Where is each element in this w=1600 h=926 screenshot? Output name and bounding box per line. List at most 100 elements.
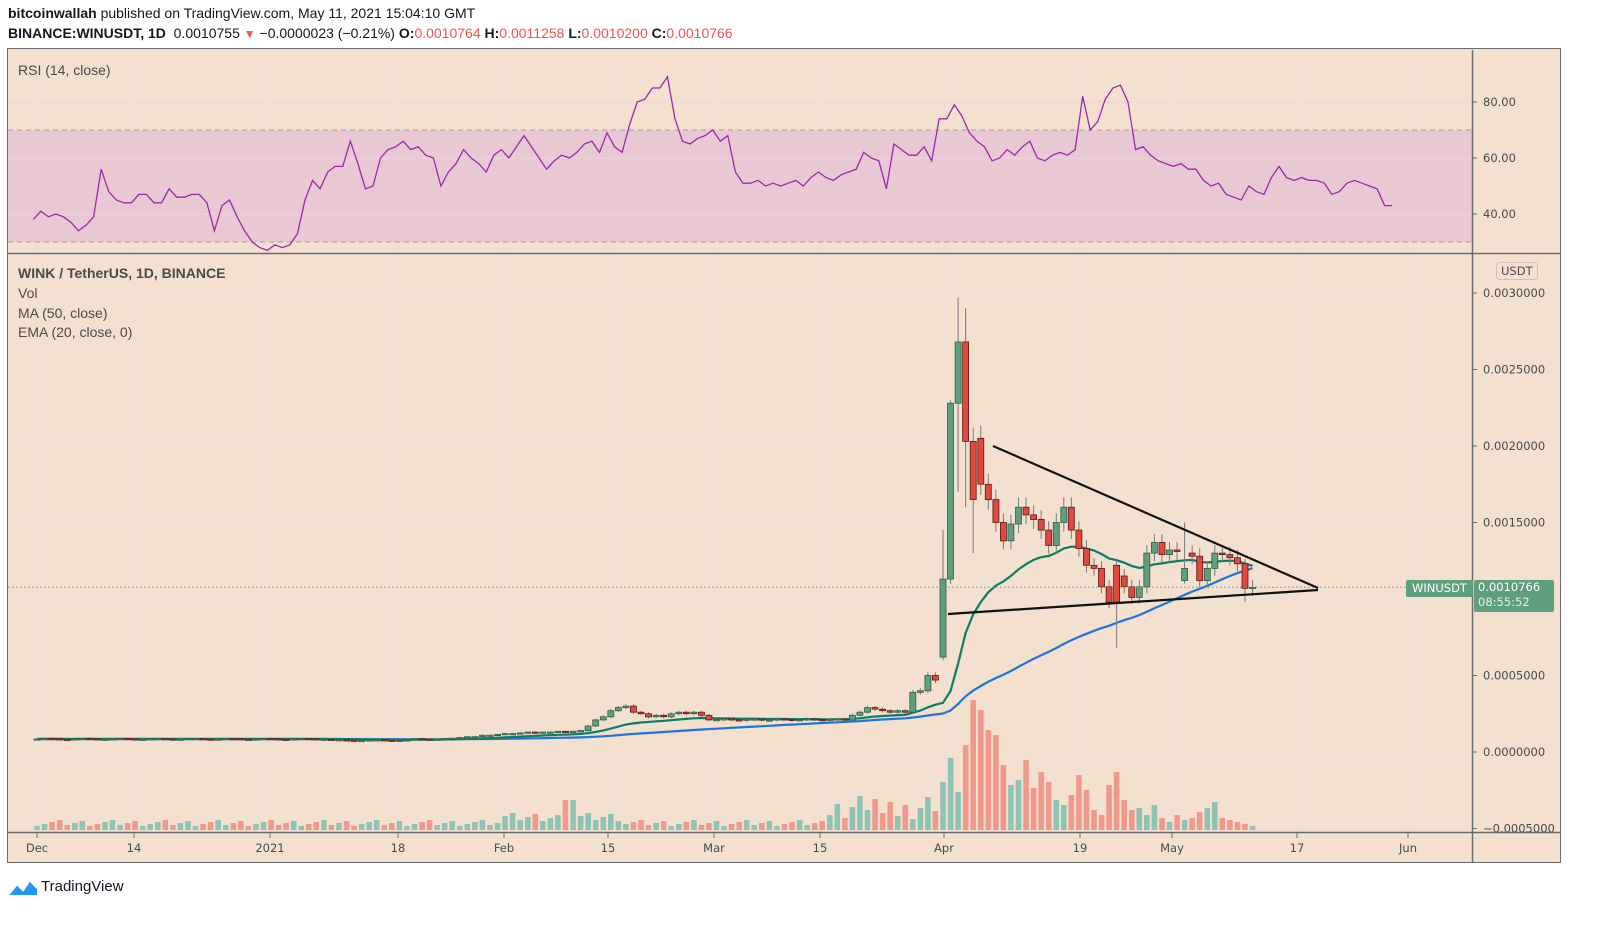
currency-button[interactable]: USDT (1496, 262, 1538, 280)
time-axis-label: 2021 (255, 841, 284, 855)
candle-down (1158, 542, 1166, 556)
price-axis-label: 0.0025000 (1483, 363, 1545, 377)
volume-bar (562, 800, 569, 830)
volume-bar (887, 802, 893, 830)
down-arrow-icon: ▼ (243, 27, 256, 41)
volume-bar (381, 825, 388, 830)
candle-down (1128, 586, 1136, 598)
price-axis-label: 0.0020000 (1483, 439, 1545, 453)
volume-bar (774, 826, 780, 830)
candle-up (41, 738, 48, 741)
publish-info: bitcoinwallah published on TradingView.c… (8, 5, 475, 21)
volume-bar (1249, 826, 1256, 830)
volume-bar (691, 820, 697, 830)
candle-down (426, 738, 434, 741)
candle-down (660, 714, 667, 718)
candle-down (871, 707, 879, 710)
tradingview-brand[interactable]: TradingView (8, 876, 124, 896)
candle-up (448, 737, 456, 740)
volume-bar (1068, 795, 1075, 830)
candle-down (788, 718, 796, 721)
volume-bar (200, 824, 206, 830)
time-axis-label: Feb (494, 841, 514, 855)
volume-bar (222, 825, 229, 830)
candle-down (94, 738, 101, 741)
volume-bar (555, 815, 561, 830)
candle-down (343, 739, 351, 742)
time-axis-label: Jun (1398, 841, 1417, 855)
candle-down (388, 739, 396, 742)
volume-bar (819, 821, 825, 830)
volume-bar (457, 826, 463, 830)
price-badge: 0.0010766 08:55:52 (1474, 580, 1554, 612)
volume-bar (155, 822, 161, 830)
volume-bar (653, 823, 659, 830)
main-pane-title[interactable]: WINK / TetherUS, 1D, BINANCE (18, 265, 226, 281)
high-value: 0.0011258 (499, 25, 565, 41)
indicator-vol[interactable]: Vol (18, 285, 38, 301)
volume-bar (683, 822, 690, 830)
candle-down (418, 738, 426, 741)
candle-down (1045, 529, 1053, 546)
volume-bar (72, 823, 78, 830)
volume-bar (230, 823, 237, 830)
volume-bar (109, 820, 116, 830)
volume-bar (789, 822, 795, 830)
volume-bar (389, 823, 395, 830)
ascending-trendline[interactable] (947, 588, 1319, 616)
rsi-label[interactable]: RSI (14, close) (18, 62, 111, 78)
volume-bar (1076, 775, 1082, 830)
candle-down (86, 738, 94, 741)
volume-bar (487, 825, 493, 830)
volume-bar (864, 810, 871, 830)
indicator-ma50[interactable]: MA (50, close) (18, 305, 108, 321)
candle-up (1151, 542, 1158, 554)
volume-bar (1242, 824, 1248, 830)
candle-up (675, 711, 683, 715)
candle-up (176, 738, 184, 741)
candle-up (373, 739, 381, 742)
volume-bar (1045, 782, 1052, 830)
volume-bar (676, 824, 682, 830)
volume-bar (1098, 815, 1105, 830)
candle-down (637, 711, 645, 715)
candle-up (184, 738, 192, 741)
candle-up (569, 730, 577, 733)
candle-up (909, 691, 917, 713)
open-value: 0.0010764 (414, 25, 481, 41)
candle-up (615, 707, 622, 712)
candle-up (260, 738, 267, 741)
candle-down (962, 341, 969, 442)
symbol-info: BINANCE:WINUSDT, 1D 0.0010755 ▼ −0.00000… (8, 25, 733, 41)
volume-bar (1091, 810, 1097, 830)
candle-up (78, 738, 86, 741)
candle-down (1083, 548, 1090, 566)
candle-down (1022, 506, 1030, 516)
candle-up (192, 738, 199, 741)
volume-bar (1219, 818, 1226, 830)
volume-bar (185, 821, 191, 830)
volume-bar (215, 820, 221, 830)
volume-bar (245, 826, 252, 830)
volume-bar (751, 825, 758, 830)
volume-bar (766, 821, 773, 830)
price-axis-label: 0.0030000 (1483, 286, 1545, 300)
volume-bar (910, 819, 916, 830)
candle-up (1052, 522, 1060, 546)
symbol-badge: WINUSDT (1406, 580, 1473, 597)
volume-bar (970, 700, 976, 830)
volume-bar (358, 824, 365, 830)
indicator-ema20[interactable]: EMA (20, close, 0) (18, 324, 133, 340)
candle-up (894, 710, 902, 713)
countdown-timer: 08:55:52 (1478, 595, 1530, 609)
candle-down (682, 711, 690, 715)
candle-up (109, 738, 116, 741)
descending-trendline[interactable] (992, 444, 1319, 590)
volume-bar (404, 826, 410, 830)
volume-bar (192, 826, 199, 830)
volume-bar (668, 826, 674, 830)
candle-up (833, 718, 841, 721)
candle-down (901, 710, 909, 713)
volume-bar (894, 816, 901, 830)
